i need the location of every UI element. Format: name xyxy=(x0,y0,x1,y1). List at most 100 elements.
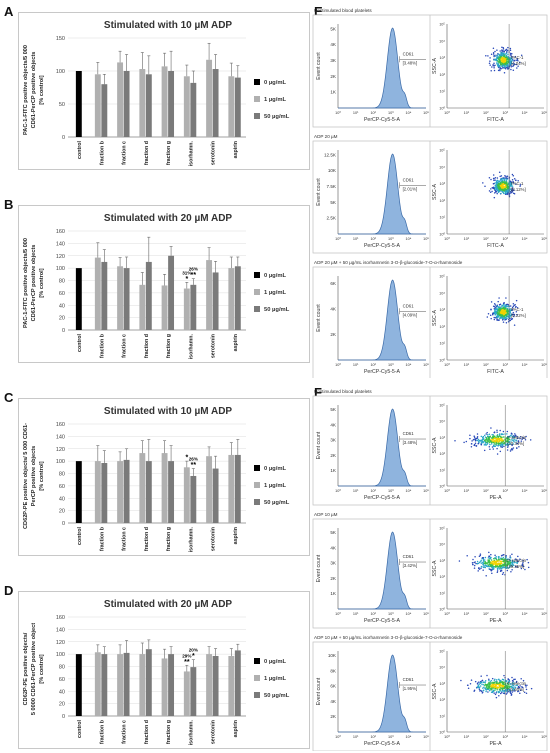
hist-x-tick: 10⁵ xyxy=(423,363,429,367)
scatter-x-tick: 10⁰ xyxy=(444,363,450,367)
scatter-event xyxy=(489,561,491,563)
hist-x-label: PerCP-Cy5-5-A xyxy=(364,495,401,501)
legend-entry: 0 µg/mL xyxy=(264,659,286,665)
x-tick-label: aspirin xyxy=(233,141,239,158)
x-tick-label: fraction c xyxy=(122,334,128,358)
scatter-event xyxy=(506,183,508,185)
scatter-event xyxy=(501,307,504,310)
y-tick-label: 140 xyxy=(56,434,65,440)
scatter-event xyxy=(501,61,504,63)
scatter-event xyxy=(497,300,499,303)
scatter-event xyxy=(500,63,503,66)
x-tick-label: serotonin xyxy=(211,334,217,358)
scatter-event xyxy=(515,441,517,443)
scatter-event xyxy=(511,179,514,181)
scatter-event xyxy=(516,447,518,450)
legend-swatch xyxy=(254,79,260,85)
scatter-event xyxy=(490,553,492,556)
scatter-event xyxy=(496,49,498,51)
scatter-event xyxy=(498,171,501,174)
scatter-event xyxy=(500,441,503,443)
scatter-event xyxy=(463,441,465,444)
scatter-event xyxy=(507,55,509,58)
scatter-event xyxy=(507,49,509,52)
y-tick-label: 0 xyxy=(62,521,65,527)
scatter-event xyxy=(507,187,510,190)
scatter-event xyxy=(513,678,515,681)
scatter-event xyxy=(493,182,495,185)
scatter-event xyxy=(502,55,505,58)
scatter-event xyxy=(503,674,505,677)
bar xyxy=(94,257,101,330)
hist-y-tick: 4K xyxy=(330,422,337,427)
x-tick-label: aspirin xyxy=(233,720,239,737)
y-tick-label: 40 xyxy=(59,496,65,502)
scatter-event xyxy=(480,435,483,438)
scatter-event xyxy=(506,446,509,448)
scatter-event xyxy=(501,573,504,575)
y-tick-label: 160 xyxy=(56,229,65,235)
bar xyxy=(139,453,146,523)
scatter-event xyxy=(498,683,501,685)
scatter-event xyxy=(509,438,511,441)
scatter-event xyxy=(489,314,492,317)
scatter-event xyxy=(511,59,514,61)
scatter-event xyxy=(515,439,517,441)
scatter-event xyxy=(487,313,490,315)
scatter-event xyxy=(485,687,487,690)
scatter-event xyxy=(515,183,517,185)
scatter-event xyxy=(509,435,511,437)
scatter-x-tick: 10¹ xyxy=(464,111,470,115)
scatter-event xyxy=(469,682,472,685)
scatter-event xyxy=(500,687,502,689)
scatter-event xyxy=(506,449,509,451)
chart-title: Stimulated with 10 µM ADP xyxy=(104,20,233,31)
bar xyxy=(145,261,152,330)
bar xyxy=(206,654,213,716)
scatter-event xyxy=(498,568,501,570)
x-tick-label: fraction g xyxy=(166,720,172,744)
scatter-event xyxy=(491,66,493,68)
scatter-event xyxy=(489,191,492,194)
scatter-event xyxy=(486,439,489,442)
scatter-event xyxy=(519,685,521,687)
legend-swatch xyxy=(254,306,260,312)
scatter-event xyxy=(489,60,491,62)
scatter-x-tick: 10⁰ xyxy=(444,111,450,115)
scatter-event xyxy=(505,192,507,195)
scatter-event xyxy=(493,55,495,58)
scatter-event xyxy=(473,567,476,569)
scatter-event xyxy=(481,565,483,568)
bar xyxy=(183,288,190,330)
scatter-event xyxy=(527,566,530,569)
bar xyxy=(139,284,146,330)
scatter-event xyxy=(489,448,491,450)
panel-label-a: A xyxy=(4,4,14,19)
flow-row: ADP 10 µM 1K 2K 3K 4K 5K 10⁰ 10¹ 10² 10³ 10⁴ 10⁵ Per… xyxy=(312,512,548,629)
hist-gate-percent: [4.09%] xyxy=(403,312,418,317)
scatter-event xyxy=(476,437,479,439)
scatter-x-label: PE-A xyxy=(489,741,502,747)
y-tick-label: 80 xyxy=(59,279,65,285)
scatter-event xyxy=(519,692,521,695)
scatter-event xyxy=(509,319,512,321)
scatter-event xyxy=(501,62,504,64)
scatter-event xyxy=(510,184,512,187)
chart-frame xyxy=(18,205,310,363)
scatter-event xyxy=(497,55,499,58)
scatter-event xyxy=(512,684,514,687)
scatter-event xyxy=(506,308,509,311)
scatter-event xyxy=(477,686,479,688)
scatter-event xyxy=(493,192,496,194)
scatter-event xyxy=(507,687,509,690)
scatter-event xyxy=(477,438,480,441)
scatter-event xyxy=(484,439,486,441)
scatter-event xyxy=(496,319,498,321)
scatter-event xyxy=(517,60,519,62)
bar xyxy=(117,461,124,523)
scatter-y-label: SSC-A xyxy=(432,683,438,699)
bar xyxy=(190,82,197,137)
bar xyxy=(94,652,101,716)
scatter-event xyxy=(513,434,515,437)
scatter-event xyxy=(520,677,522,680)
